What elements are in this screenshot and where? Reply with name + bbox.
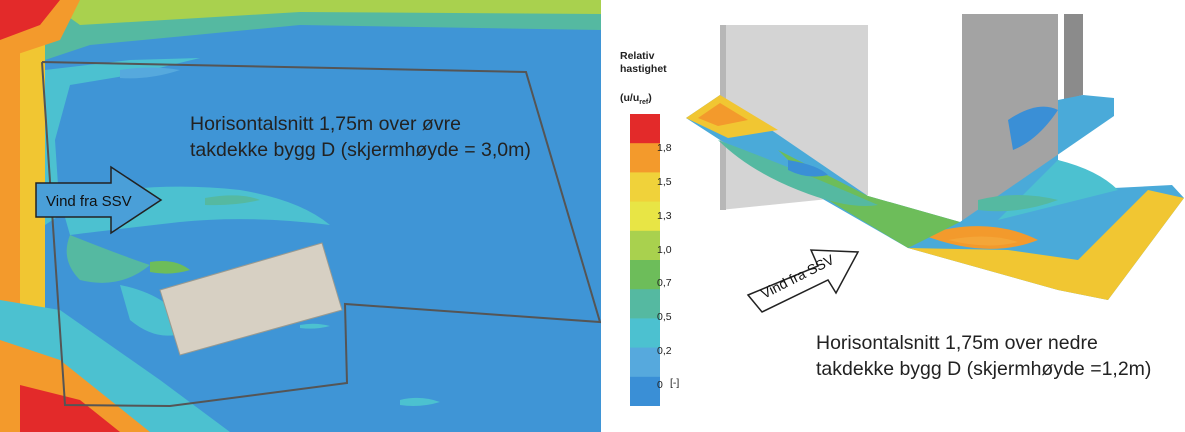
- lower-roof-contour-map: Vind fra SSV: [686, 14, 1184, 313]
- legend-swatch: [630, 376, 660, 406]
- lower-caption-line2: takdekke bygg D (skjermhøyde =1,2m): [816, 358, 1152, 380]
- legend-swatch: [630, 318, 660, 349]
- wind-arrow-icon: [35, 165, 163, 235]
- wind-label: Vind fra SSV: [46, 193, 132, 210]
- upper-roof-contour-map: Vind fra SSV: [0, 0, 601, 432]
- legend-swatch: [630, 114, 660, 144]
- legend-title-line1: Relativ: [620, 50, 655, 62]
- legend-title: Relativ hastighet: [620, 50, 667, 76]
- legend-title-line2: hastighet: [620, 63, 667, 75]
- building-far-right: [1064, 14, 1083, 100]
- legend-unit-bracket: [-]: [670, 377, 680, 389]
- upper-roof-velocity-plot: Vind fra SSV Horisontalsnitt 1,75m over …: [0, 0, 601, 432]
- legend-tick-label: 0,7: [657, 277, 672, 290]
- legend-unit-sub: ref: [639, 99, 649, 107]
- legend-tick-label: 1,3: [657, 209, 672, 222]
- legend-swatch: [630, 201, 660, 232]
- legend-unit-prefix: (u/u: [620, 92, 640, 104]
- legend-tick-label: 1,0: [657, 243, 672, 256]
- legend-tick-label: 0: [657, 379, 663, 391]
- legend-swatch: [630, 143, 660, 173]
- legend-swatch: [630, 172, 660, 203]
- lower-caption-line1: Horisontalsnitt 1,75m over nedre: [816, 332, 1098, 354]
- upper-caption-line2: takdekke bygg D (skjermhøyde = 3,0m): [190, 139, 531, 161]
- velocity-legend: Relativ hastighet (u/uref) 1,8 1,5 1,3 1,0 0…: [604, 0, 714, 432]
- legend-color-bar: [630, 114, 660, 406]
- legend-swatch: [630, 289, 660, 319]
- legend-swatch: [630, 230, 660, 261]
- legend-tick-label: 1,5: [657, 175, 672, 188]
- lower-caption: Horisontalsnitt 1,75m over nedre takdekk…: [816, 330, 1151, 382]
- legend-tick-label: 0,2: [657, 345, 672, 358]
- legend-unit: (u/uref): [620, 92, 652, 106]
- wind-arrow-icon: [746, 249, 860, 313]
- legend-tick-label: 1,8: [657, 142, 672, 154]
- roof-outline: [41, 61, 601, 408]
- lower-roof-velocity-plot: Vind fra SSV Horisontalsnitt 1,75m over …: [678, 0, 1185, 432]
- upper-caption-line1: Horisontalsnitt 1,75m over øvre: [190, 113, 461, 135]
- legend-swatch: [630, 347, 660, 378]
- legend-unit-suffix: ): [648, 92, 652, 104]
- upper-caption: Horisontalsnitt 1,75m over øvre takdekke…: [190, 111, 531, 163]
- building-block: [159, 242, 343, 356]
- legend-swatch: [630, 260, 660, 290]
- legend-tick-label: 0,5: [657, 311, 672, 324]
